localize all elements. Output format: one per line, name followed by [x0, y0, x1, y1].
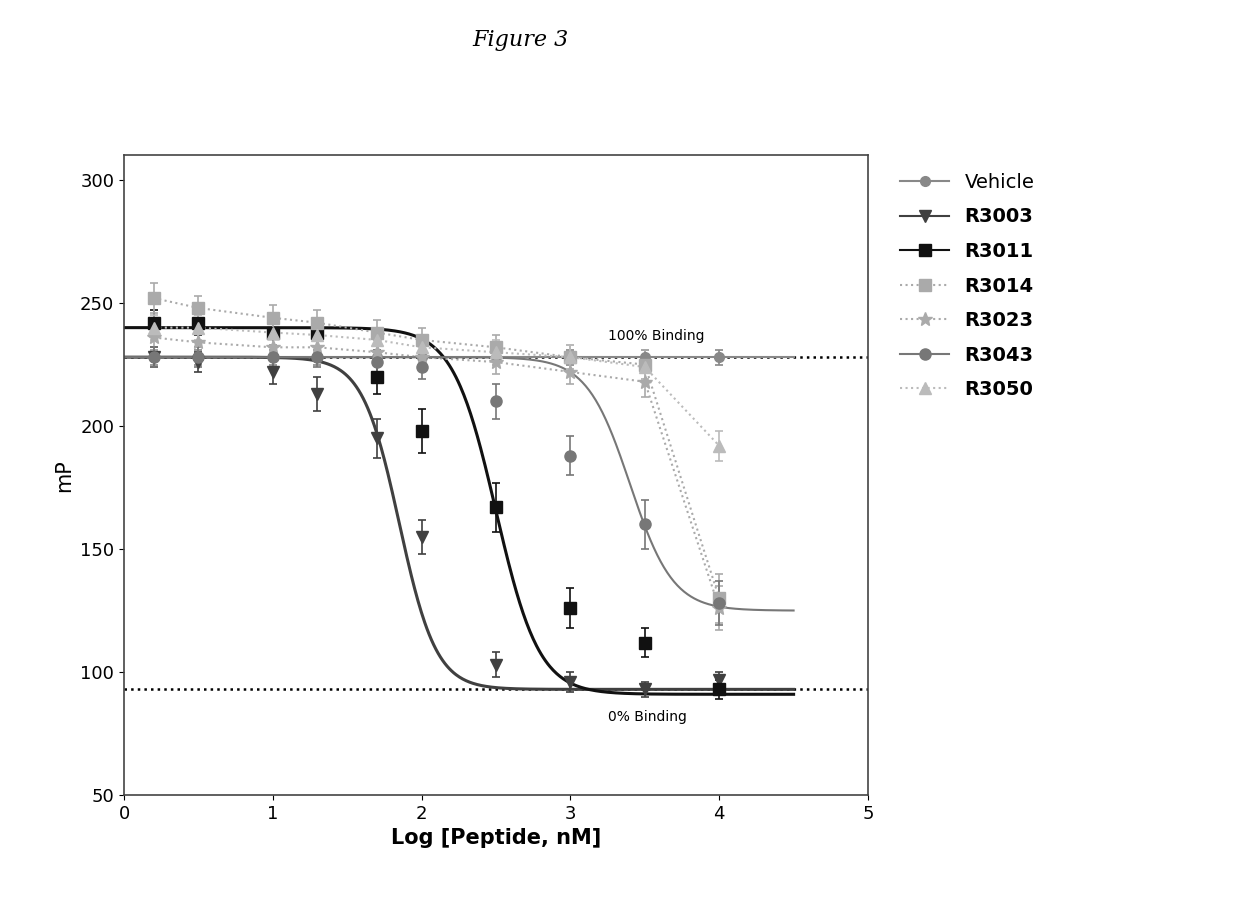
X-axis label: Log [Peptide, nM]: Log [Peptide, nM] [391, 828, 601, 848]
Text: 100% Binding: 100% Binding [608, 329, 704, 343]
Legend: Vehicle, R3003, R3011, R3014, R3023, R3043, R3050: Vehicle, R3003, R3011, R3014, R3023, R30… [893, 165, 1042, 407]
Text: Figure 3: Figure 3 [472, 28, 569, 50]
Text: 0% Binding: 0% Binding [608, 710, 687, 725]
Y-axis label: mP: mP [55, 459, 74, 492]
